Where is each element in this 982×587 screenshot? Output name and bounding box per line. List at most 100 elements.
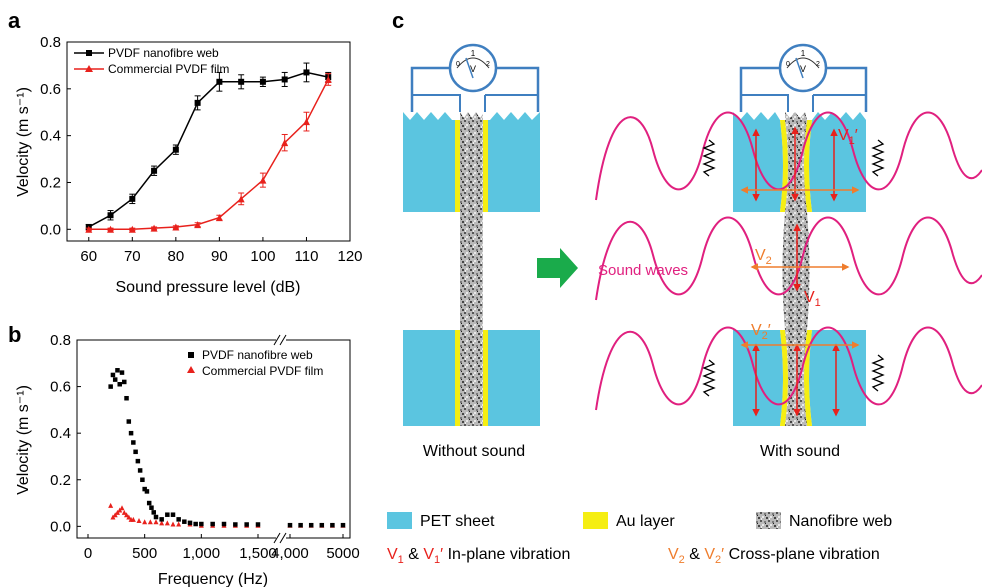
cross-plane-arrows xyxy=(740,186,860,349)
voltmeter-right-scale xyxy=(786,57,820,69)
data-point xyxy=(126,514,132,520)
data-point xyxy=(216,78,223,85)
data-point xyxy=(136,518,142,524)
data-point xyxy=(121,509,127,515)
data-point xyxy=(142,486,147,492)
data-point xyxy=(194,221,202,229)
series-line-0 xyxy=(88,71,329,228)
data-point xyxy=(281,76,288,83)
voltmeter-right-needle xyxy=(795,57,804,79)
data-point xyxy=(108,384,113,389)
legend-a-label-black: PVDF nanofibre web xyxy=(108,46,219,60)
data-point xyxy=(140,477,145,483)
data-point xyxy=(324,75,332,83)
data-point xyxy=(259,78,266,85)
data-point xyxy=(112,377,118,382)
data-point xyxy=(170,521,176,527)
data-point xyxy=(281,139,289,147)
chart-a-series xyxy=(85,62,332,233)
pet-sheet-left-bot-r xyxy=(488,330,540,426)
data-point xyxy=(255,522,261,527)
au-layer-left-3 xyxy=(455,330,460,426)
x-tick-label: 1,500 xyxy=(239,545,277,562)
au-layer-left-1 xyxy=(455,120,460,212)
data-point xyxy=(210,521,215,527)
data-point xyxy=(199,521,204,527)
data-point xyxy=(117,382,122,387)
pet-sheet-left-top-l xyxy=(403,112,455,212)
chart-a-legend: PVDF nanofibre web Commercial PVDF film xyxy=(74,46,229,76)
chart-a-y-ticks: 0.0 0.2 0.4 0.6 0.8 xyxy=(40,34,71,238)
diagram-c: 1 0 2 V 1 xyxy=(403,43,982,460)
x-tick-label: 120 xyxy=(337,248,362,265)
data-point xyxy=(159,520,165,526)
data-point xyxy=(164,520,170,526)
data-point xyxy=(124,512,130,518)
data-point xyxy=(340,522,346,528)
data-point xyxy=(107,225,115,233)
data-point xyxy=(308,522,314,528)
y-tick-label: 0.6 xyxy=(50,379,71,396)
device-without-sound: 1 0 2 V xyxy=(403,43,540,426)
data-point xyxy=(215,214,223,222)
data-point xyxy=(302,118,310,126)
x-tick-label: 80 xyxy=(168,248,185,265)
data-point xyxy=(244,522,249,527)
data-point xyxy=(129,195,136,202)
data-point xyxy=(153,519,159,525)
data-point xyxy=(298,522,303,528)
wire-left-a xyxy=(410,66,450,112)
data-point xyxy=(133,449,138,455)
voltmeter-left-label: V xyxy=(470,64,476,74)
voltmeter-right-label: V xyxy=(800,64,806,74)
data-point xyxy=(319,522,325,528)
x-tick-label: 4,000 xyxy=(271,545,309,562)
voltmeter-right-tick-0: 0 xyxy=(786,61,790,68)
pet-sheet-left-top-r xyxy=(488,112,540,212)
chart-b-series xyxy=(108,368,346,528)
pet-sheet-right-top-l xyxy=(733,112,783,212)
data-point xyxy=(303,69,310,76)
y-tick-label: 0.2 xyxy=(40,174,61,191)
y-tick-label: 0.2 xyxy=(50,472,71,489)
voltmeter-right-tick-1: 1 xyxy=(801,49,806,58)
legend-a-marker-red xyxy=(85,65,93,72)
data-point xyxy=(115,368,120,373)
voltmeter-left xyxy=(448,43,498,93)
data-point xyxy=(135,458,141,464)
x-tick-label: 110 xyxy=(295,248,319,265)
chart-b-frame xyxy=(76,339,351,539)
data-point xyxy=(144,489,150,494)
panel-label-c: c xyxy=(392,8,404,33)
voltmeter-left-scale xyxy=(456,57,490,69)
caption-with-sound: With sound xyxy=(760,443,840,460)
legend-b-label-red: Commercial PVDF film xyxy=(202,364,323,378)
data-point xyxy=(107,212,114,219)
chart-b-x-label: Frequency (Hz) xyxy=(158,571,268,587)
voltmeter-left-tick-2: 2 xyxy=(486,61,490,68)
y-tick-label: 0.8 xyxy=(50,332,71,349)
data-point xyxy=(126,419,132,424)
data-point xyxy=(259,176,267,184)
y-tick-label: 0.0 xyxy=(40,221,61,238)
data-point xyxy=(172,223,180,231)
y-tick-label: 0.6 xyxy=(40,81,61,98)
legend-b-marker-red xyxy=(187,366,195,373)
legend-c: PET sheet Au layer Nanofibre web V1 & V1… xyxy=(387,512,892,566)
data-point xyxy=(130,516,136,522)
x-tick-label: 1,000 xyxy=(183,545,221,562)
legend-pet-swatch xyxy=(387,512,412,529)
legend-b-marker-black xyxy=(188,352,194,358)
legend-nano-swatch xyxy=(756,512,781,529)
data-point xyxy=(85,225,93,233)
voltmeter-left-needle xyxy=(465,57,474,79)
chart-a-x-label: Sound pressure level (dB) xyxy=(116,279,301,296)
data-point xyxy=(151,510,156,515)
data-point xyxy=(237,195,245,203)
data-point xyxy=(149,505,154,510)
chart-b-y-label: Velocity (m s⁻¹) xyxy=(15,385,32,495)
data-point xyxy=(146,500,152,506)
